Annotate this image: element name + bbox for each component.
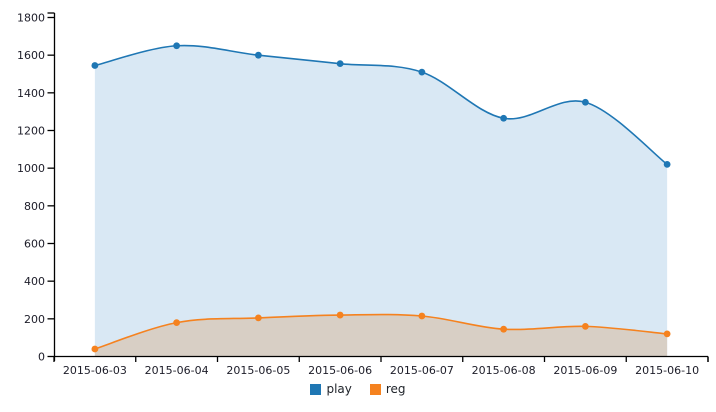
reg-data-point[interactable] [254,314,262,322]
reg-series-points [91,311,671,353]
reg-data-point[interactable] [336,311,344,319]
play-data-point[interactable] [418,68,426,76]
chart-legend: play reg [0,383,716,395]
y-tick-label: 200 [24,313,45,326]
play-data-point[interactable] [663,161,671,168]
play-series-area [94,45,668,357]
play-data-point[interactable] [581,98,589,106]
y-axis-tick-labels: 0 200 400 600 800 1000 1200 1400 1600 1800 [17,12,45,364]
axes [47,12,709,362]
x-tick-label: 2015-06-04 [145,364,209,377]
play-data-point[interactable] [173,42,181,50]
y-tick-label: 800 [24,200,45,213]
play-data-point[interactable] [336,60,344,68]
reg-legend-label: reg [385,382,406,396]
play-legend-label: play [326,382,352,396]
play-legend-swatch [310,383,322,395]
play-series-points [91,42,671,168]
reg-data-point[interactable] [173,319,181,326]
x-tick-label: 2015-06-03 [63,364,127,377]
y-tick-label: 1200 [17,125,45,138]
reg-data-point[interactable] [663,330,671,338]
reg-data-point[interactable] [581,322,589,330]
play-data-point[interactable] [91,62,99,69]
x-tick-label: 2015-06-07 [390,364,454,377]
reg-data-point[interactable] [418,312,426,320]
reg-series-area [94,314,668,357]
play-data-point[interactable] [254,51,262,59]
x-tick-label: 2015-06-10 [635,364,699,377]
y-tick-label: 600 [24,238,45,251]
y-tick-label: 0 [38,351,45,364]
reg-legend-swatch [369,383,381,395]
legend-item-play[interactable]: play [310,382,352,396]
play-data-point[interactable] [500,114,508,122]
y-tick-label: 400 [24,275,45,288]
y-tick-label: 1600 [17,49,45,62]
reg-series-line [94,313,668,350]
x-tick-label: 2015-06-06 [308,364,372,377]
y-tick-label: 1000 [17,162,45,175]
y-tick-label: 1400 [17,87,45,100]
legend-item-reg[interactable]: reg [369,382,406,396]
x-tick-label: 2015-06-08 [472,364,536,377]
x-axis-tick-labels: 2015-06-03 2015-06-04 2015-06-05 2015-06-06… [63,364,699,377]
reg-data-point[interactable] [91,345,99,353]
y-tick-label: 1800 [17,12,45,25]
reg-data-point[interactable] [500,325,508,333]
x-tick-label: 2015-06-05 [226,364,290,377]
x-tick-label: 2015-06-09 [553,364,617,377]
